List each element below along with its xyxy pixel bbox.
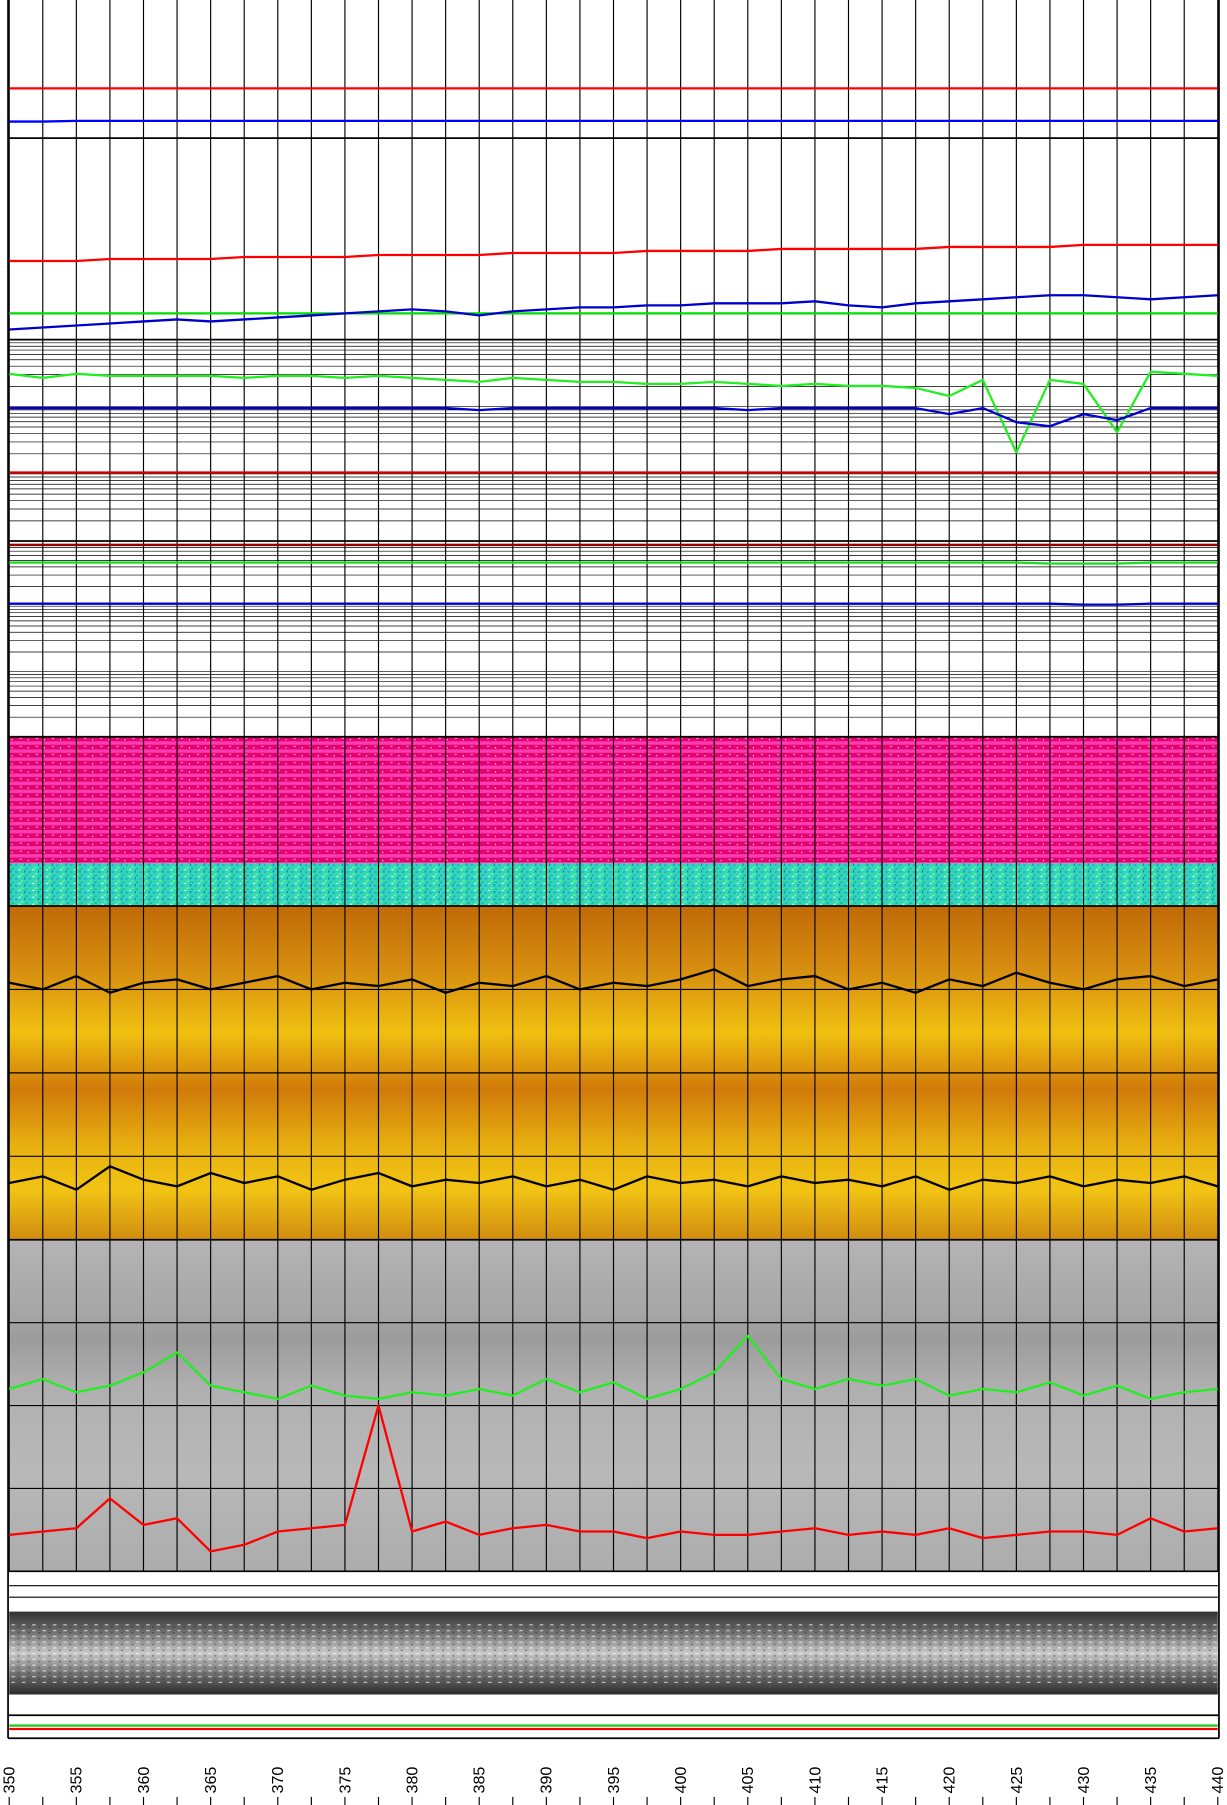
x-tick-label: 355 [68,1767,86,1794]
x-tick-label: 350 [1,1767,19,1794]
x-tick-label: 440 [1209,1767,1227,1794]
x-tick-label: 430 [1075,1767,1093,1794]
x-tick-label: 380 [403,1767,421,1794]
curve [9,604,1218,605]
x-tick-label: 410 [806,1767,824,1794]
x-tick-label: 385 [471,1767,489,1794]
curve [9,121,1218,122]
x-tick-label: 360 [135,1767,153,1794]
page: {"chart_data": {"type": "well-log", "xli… [0,0,1227,1805]
x-tick-label: 435 [1142,1767,1160,1794]
x-tick-label: 405 [739,1767,757,1794]
x-tick-label: 390 [538,1767,556,1794]
x-tick-label: 370 [269,1767,287,1794]
x-tick-label: 365 [202,1767,220,1794]
x-tick-label: 395 [605,1767,623,1794]
x-tick-label: 425 [1008,1767,1026,1794]
well-log: 350 355 360 365 370 375 380 385 390 395 400 405 410 4… [0,0,1227,1805]
x-tick-label: 420 [941,1767,959,1794]
x-tick-label: 400 [672,1767,690,1794]
x-tick-label: 415 [873,1767,891,1794]
curve [9,563,1218,564]
borehole-texture [9,1623,1218,1683]
x-tick-label: 375 [336,1767,354,1794]
